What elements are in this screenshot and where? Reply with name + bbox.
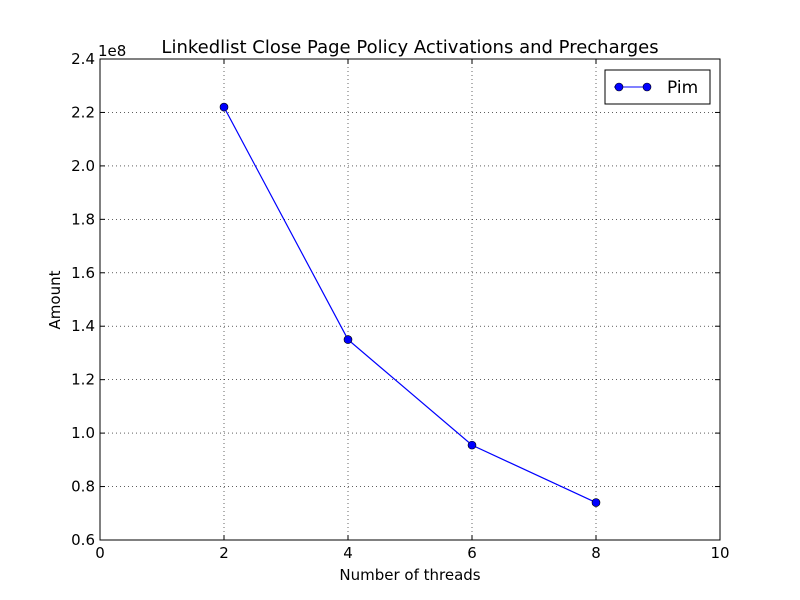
data-point bbox=[591, 498, 601, 507]
legend-marker bbox=[642, 82, 652, 92]
y-tick-label: 2.2 bbox=[71, 103, 95, 121]
y-tick-label: 1.8 bbox=[71, 210, 95, 228]
data-point bbox=[219, 102, 229, 112]
y-tick-label: 1.2 bbox=[71, 371, 95, 389]
series-line-pim bbox=[223, 106, 597, 504]
x-tick-label: 6 bbox=[467, 544, 477, 562]
chart-title: Linkedlist Close Page Policy Activations… bbox=[161, 37, 658, 58]
x-tick-label: 10 bbox=[710, 544, 729, 562]
y-tick-label: 1.4 bbox=[71, 317, 95, 335]
y-axis-label: Amount bbox=[46, 270, 64, 329]
x-tick-label: 2 bbox=[219, 544, 229, 562]
y-tick-label: 2.4 bbox=[71, 50, 95, 68]
x-tick-label: 8 bbox=[591, 544, 601, 562]
plot-frame bbox=[99, 58, 721, 541]
y-tick-label: 1.6 bbox=[71, 264, 95, 282]
y-tick-label: 0.6 bbox=[71, 531, 95, 549]
y-tick-label: 1.0 bbox=[71, 424, 95, 442]
x-tick-label: 0 bbox=[95, 544, 105, 562]
plot-layer bbox=[219, 102, 601, 507]
legend-label-pim: Pim bbox=[667, 78, 698, 98]
x-tick-label: 4 bbox=[343, 544, 353, 562]
data-point bbox=[467, 440, 477, 450]
legend-marker bbox=[614, 82, 624, 92]
y-tick-label: 2.0 bbox=[71, 157, 95, 175]
legend: Pim bbox=[604, 69, 711, 105]
grid-layer bbox=[100, 59, 720, 540]
y-tick-label: 0.8 bbox=[71, 478, 95, 496]
x-axis-label: Number of threads bbox=[339, 566, 480, 584]
data-point bbox=[343, 335, 353, 344]
y-offset-label: 1e8 bbox=[98, 42, 126, 60]
ticks-layer: 0 2 4 6 8 10 0.6 0.8 1.0 1.2 1.4 1.6 1.8 2.0 2.2 2.4 bbox=[71, 50, 729, 562]
